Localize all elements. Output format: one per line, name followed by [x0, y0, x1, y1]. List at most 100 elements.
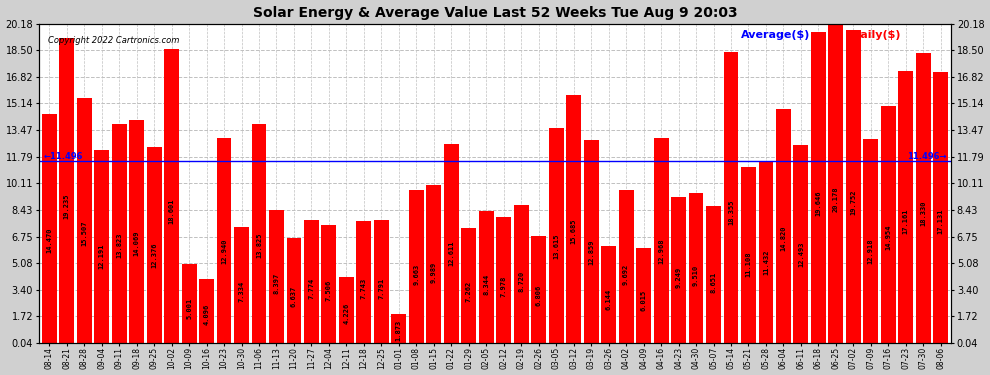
Text: 14.470: 14.470 [47, 228, 52, 253]
Bar [601, 246, 616, 344]
Text: 7.978: 7.978 [501, 276, 507, 297]
Text: Daily($): Daily($) [850, 30, 900, 40]
Text: 13.825: 13.825 [256, 232, 262, 258]
Bar [758, 162, 773, 344]
Text: 15.685: 15.685 [570, 219, 576, 245]
Text: 9.249: 9.249 [675, 267, 681, 288]
Bar [548, 128, 563, 344]
Text: 11.108: 11.108 [745, 252, 751, 277]
Text: 7.791: 7.791 [378, 278, 384, 298]
Bar [251, 124, 266, 344]
Text: 11.432: 11.432 [763, 249, 769, 275]
Bar [811, 32, 826, 344]
Text: 12.859: 12.859 [588, 239, 594, 265]
Bar [304, 220, 319, 344]
Bar [130, 120, 145, 344]
Text: 7.262: 7.262 [465, 281, 472, 303]
Text: ←11.496: ←11.496 [44, 152, 83, 161]
Text: 6.637: 6.637 [291, 286, 297, 307]
Text: 12.611: 12.611 [448, 241, 454, 266]
Text: 14.954: 14.954 [885, 224, 891, 250]
Text: 4.096: 4.096 [204, 304, 210, 325]
Bar [742, 167, 756, 344]
Bar [147, 147, 161, 344]
Text: 12.918: 12.918 [868, 238, 874, 264]
Bar [532, 236, 546, 344]
Bar [845, 30, 860, 344]
Bar [619, 190, 634, 344]
Bar [77, 98, 92, 344]
Text: 12.191: 12.191 [99, 244, 105, 269]
Text: 12.493: 12.493 [798, 242, 804, 267]
Text: 7.774: 7.774 [309, 278, 315, 299]
Bar [427, 185, 442, 344]
Bar [934, 72, 948, 344]
Bar [112, 124, 127, 344]
Bar [374, 220, 389, 344]
Text: 18.355: 18.355 [728, 200, 734, 225]
Bar [898, 71, 913, 344]
Bar [584, 140, 599, 344]
Bar [286, 238, 301, 344]
Bar [706, 206, 721, 344]
Text: 12.376: 12.376 [151, 243, 157, 268]
Text: 14.069: 14.069 [134, 231, 140, 256]
Text: 4.226: 4.226 [344, 303, 349, 324]
Text: 18.601: 18.601 [168, 198, 174, 223]
Text: 19.752: 19.752 [850, 190, 856, 215]
Bar [322, 225, 337, 344]
Bar [496, 217, 511, 344]
Bar [653, 138, 668, 344]
Bar [724, 53, 739, 344]
Text: 8.651: 8.651 [711, 271, 717, 292]
Text: 18.330: 18.330 [921, 200, 927, 225]
Text: Average($): Average($) [742, 30, 811, 40]
Bar [164, 48, 179, 344]
Bar [566, 95, 581, 344]
Bar [479, 211, 494, 344]
Text: 13.615: 13.615 [553, 234, 559, 259]
Bar [794, 146, 809, 344]
Text: 9.692: 9.692 [623, 264, 629, 285]
Bar [391, 314, 406, 344]
Bar [776, 108, 791, 344]
Bar [181, 264, 196, 344]
Text: 9.663: 9.663 [414, 264, 420, 285]
Text: 17.131: 17.131 [938, 209, 943, 234]
Bar [881, 106, 896, 344]
Text: 11.496→: 11.496→ [907, 152, 946, 161]
Bar [863, 139, 878, 344]
Bar [916, 53, 931, 344]
Text: 9.510: 9.510 [693, 265, 699, 286]
Bar [444, 144, 458, 344]
Text: 19.235: 19.235 [63, 194, 69, 219]
Text: 14.820: 14.820 [780, 225, 786, 251]
Bar [829, 24, 843, 344]
Bar [234, 227, 248, 344]
Bar [637, 248, 651, 344]
Bar [689, 193, 704, 344]
Text: 12.968: 12.968 [658, 238, 664, 264]
Text: 15.507: 15.507 [81, 220, 87, 246]
Title: Solar Energy & Average Value Last 52 Weeks Tue Aug 9 20:03: Solar Energy & Average Value Last 52 Wee… [252, 6, 738, 20]
Bar [671, 197, 686, 344]
Text: Copyright 2022 Cartronics.com: Copyright 2022 Cartronics.com [48, 36, 179, 45]
Bar [339, 277, 353, 344]
Bar [217, 138, 232, 344]
Bar [42, 114, 56, 344]
Bar [356, 221, 371, 344]
Text: 8.720: 8.720 [518, 271, 525, 292]
Text: 12.940: 12.940 [221, 238, 227, 264]
Text: 9.989: 9.989 [431, 262, 437, 283]
Text: 5.001: 5.001 [186, 297, 192, 319]
Text: 19.646: 19.646 [816, 190, 822, 216]
Bar [514, 206, 529, 344]
Bar [461, 228, 476, 344]
Text: 6.144: 6.144 [606, 289, 612, 310]
Text: 17.161: 17.161 [903, 209, 909, 234]
Text: 8.397: 8.397 [273, 273, 279, 294]
Text: 6.806: 6.806 [536, 285, 542, 306]
Bar [269, 210, 284, 344]
Text: 6.015: 6.015 [641, 290, 646, 311]
Text: 13.823: 13.823 [116, 232, 122, 258]
